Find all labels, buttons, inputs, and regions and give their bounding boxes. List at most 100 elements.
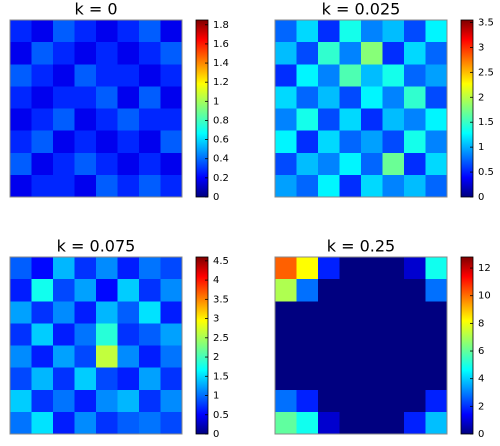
heatmap-cell	[117, 108, 140, 132]
heatmap-cell	[275, 257, 297, 280]
heatmap-cell	[296, 42, 319, 65]
heatmap-cell	[275, 279, 297, 302]
colorbar-tick-label: 0.8	[213, 115, 229, 126]
heatmap-cell	[160, 42, 183, 65]
colorbar-tick-label: 1.6	[213, 39, 229, 50]
colorbar-tick-label: 0.5	[213, 410, 229, 421]
heatmap-cell	[117, 301, 140, 324]
colorbar-tick-label: 3.5	[478, 17, 494, 28]
heatmap-cell	[382, 279, 405, 302]
heatmap-cell	[160, 345, 183, 369]
heatmap-cell	[10, 279, 32, 302]
colorbar-tick-label: 0.6	[213, 135, 229, 146]
heatmap-cell	[117, 323, 140, 346]
heatmap-cell	[117, 86, 140, 109]
heatmap-cell	[296, 174, 319, 198]
heatmap-cell	[361, 257, 383, 280]
heatmap-cell	[160, 301, 183, 324]
colorbar-tick-label: 0	[213, 429, 219, 440]
heatmap-cell	[160, 323, 183, 346]
heatmap-cell	[318, 367, 340, 391]
heatmap-cell	[96, 257, 118, 280]
heatmap-cell	[361, 301, 383, 324]
heatmap-cell	[31, 389, 54, 413]
heatmap-cell	[160, 257, 183, 280]
heatmap-cell	[361, 64, 383, 87]
heatmap-cell	[318, 108, 340, 132]
image-frame	[274, 256, 448, 435]
heatmap-cell	[53, 64, 75, 87]
heatmap-cell	[404, 86, 426, 109]
heatmap-cell	[361, 20, 383, 43]
heatmap-cell	[296, 301, 319, 324]
heatmap-cell	[318, 257, 340, 280]
heatmap-cell	[404, 279, 426, 302]
heatmap-cell	[53, 301, 75, 324]
heatmap-cell	[96, 411, 118, 435]
heatmap-cell	[10, 367, 32, 391]
heatmap-cell	[139, 86, 161, 109]
heatmap-cell	[296, 108, 319, 132]
heatmap-cell	[275, 108, 297, 132]
heatmap-cell	[10, 20, 32, 43]
heatmap-cell	[31, 86, 54, 109]
heatmap-cell	[318, 64, 340, 87]
colorbar-tick-label: 6	[478, 346, 484, 357]
heatmap-cell	[139, 367, 161, 391]
heatmap-cell	[74, 152, 97, 176]
heatmap-cell	[139, 174, 161, 198]
heatmap-cell	[404, 42, 426, 65]
heatmap-cell	[139, 152, 161, 176]
heatmap-cell	[382, 64, 405, 87]
heatmap-cell	[139, 42, 161, 65]
heatmap-cell	[296, 257, 319, 280]
heatmap-cell	[404, 411, 426, 435]
colorbar-tick-label: 0	[213, 192, 219, 203]
heatmap-cell	[74, 86, 97, 109]
heatmap-cell	[404, 301, 426, 324]
heatmap-cell	[139, 279, 161, 302]
heatmap-cell	[117, 411, 140, 435]
heatmap-cell	[339, 174, 362, 198]
heatmap-cell	[425, 174, 448, 198]
heatmap-cell	[31, 108, 54, 132]
colorbar-tick-label: 0	[478, 429, 484, 440]
heatmap-cell	[339, 108, 362, 132]
heatmap-cell	[10, 108, 32, 132]
heatmap-cell	[382, 152, 405, 176]
heatmap-cell	[339, 279, 362, 302]
heatmap-cell	[275, 86, 297, 109]
colorbar-tick-label: 1.5	[213, 371, 229, 382]
heatmap-cell	[361, 130, 383, 154]
heatmap-cell	[31, 367, 54, 391]
heatmap-cell	[139, 389, 161, 413]
heatmap-cell	[296, 86, 319, 109]
heatmap-cell	[361, 389, 383, 413]
heatmap-cell	[96, 108, 118, 132]
heatmap-cell	[382, 345, 405, 369]
heatmap-cell	[404, 389, 426, 413]
heatmap-cell	[296, 345, 319, 369]
heatmap-cell	[10, 411, 32, 435]
heatmap-cell	[318, 130, 340, 154]
heatmap-cell	[74, 389, 97, 413]
heatmap-cell	[339, 20, 362, 43]
heatmap-cell	[117, 389, 140, 413]
heatmap-cell	[425, 411, 448, 435]
heatmap-cell	[361, 86, 383, 109]
heatmap-cell	[10, 345, 32, 369]
colorbar-tick-label: 4.5	[213, 256, 229, 267]
heatmap-cell	[117, 42, 140, 65]
colorbar-tick-label: 3	[478, 42, 484, 53]
heatmap-cell	[296, 279, 319, 302]
colorbar-tick-label: 1	[213, 96, 219, 107]
heatmap-cell	[296, 152, 319, 176]
heatmap-cell	[382, 367, 405, 391]
heatmap-cell	[425, 257, 448, 280]
heatmap-cell	[404, 64, 426, 87]
heatmap-cell	[275, 301, 297, 324]
heatmap-cell	[275, 323, 297, 346]
heatmap-cell	[160, 20, 183, 43]
heatmap-cell	[117, 345, 140, 369]
